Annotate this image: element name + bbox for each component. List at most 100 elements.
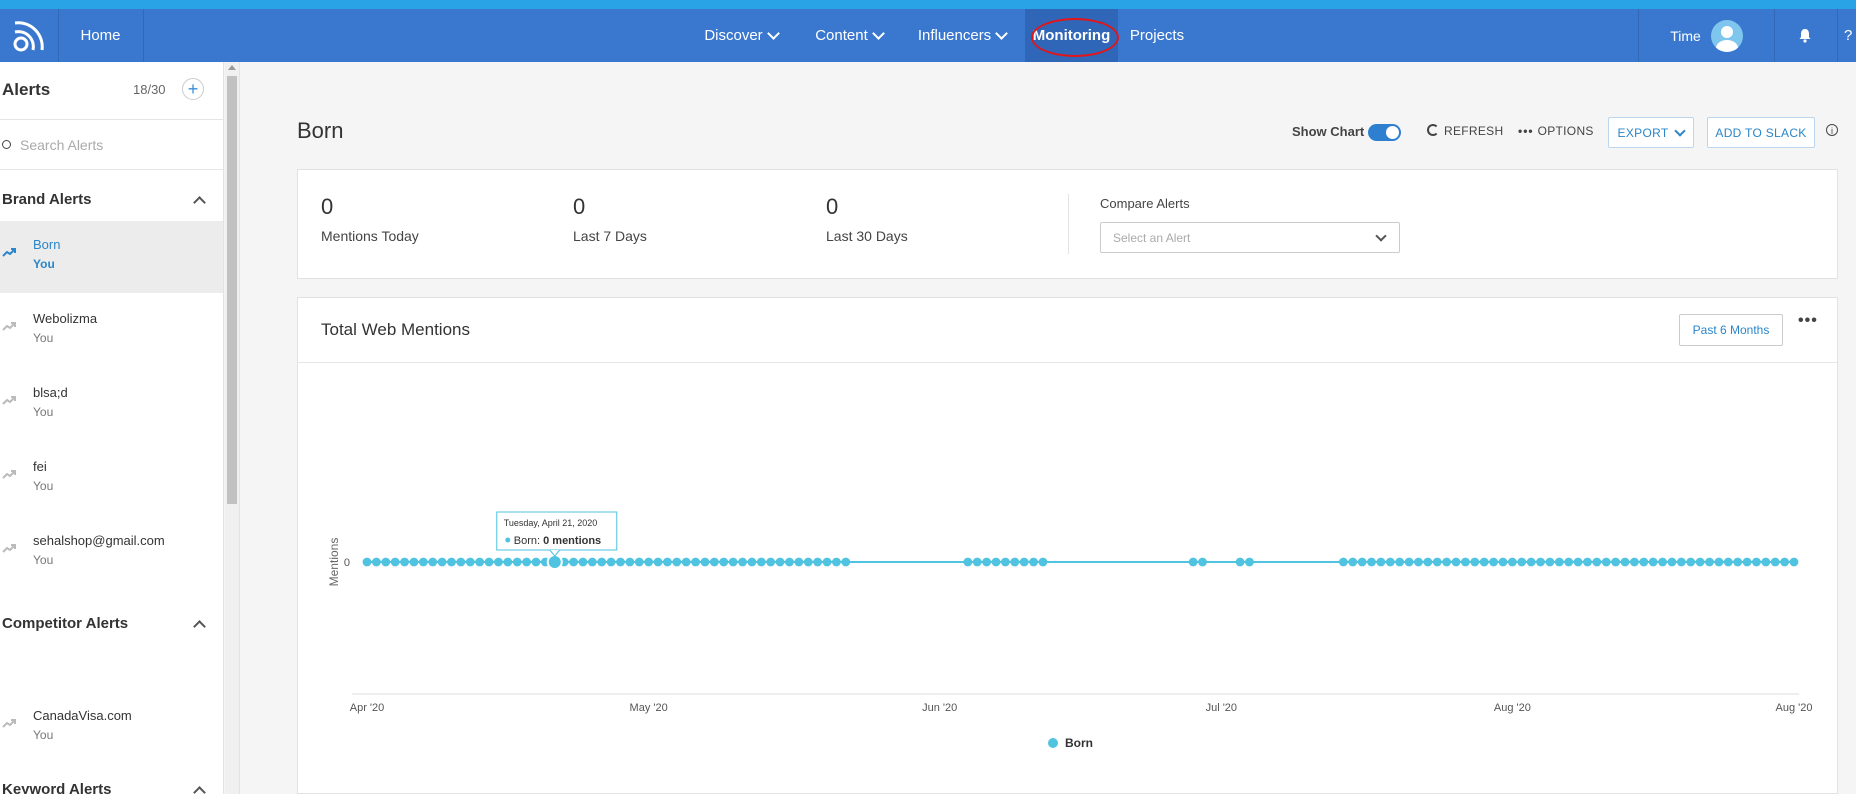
data-point	[1545, 557, 1555, 567]
add-alert-button[interactable]: +	[182, 78, 204, 100]
alert-item-sehalshop[interactable]: sehalshop@gmail.com You	[0, 517, 223, 589]
data-point	[1583, 557, 1592, 567]
data-point	[1686, 557, 1696, 567]
data-point	[1245, 557, 1254, 567]
show-chart-toggle[interactable]	[1368, 124, 1401, 141]
stats-card: 0 Mentions Today 0 Last 7 Days 0 Last 30…	[297, 169, 1838, 279]
scroll-up-arrow-icon[interactable]	[228, 65, 236, 70]
nav-content[interactable]: Content	[799, 9, 899, 62]
data-point	[597, 557, 607, 567]
data-point	[1526, 557, 1536, 567]
data-point	[1658, 557, 1667, 567]
nav-influencers[interactable]: Influencers	[899, 9, 1025, 62]
section-title: Competitor Alerts	[2, 615, 129, 632]
data-point	[390, 557, 400, 567]
data-point	[465, 557, 475, 567]
nav-monitoring[interactable]: Monitoring	[1025, 9, 1119, 62]
data-point	[803, 557, 813, 567]
nav-projects[interactable]: Projects	[1118, 9, 1196, 62]
alerts-sidebar: Alerts 18/30 + Brand Alerts Born You Web…	[0, 62, 224, 794]
nav-discover[interactable]: Discover	[683, 9, 799, 62]
options-button[interactable]: ••• OPTIONS	[1518, 124, 1594, 138]
data-point	[822, 557, 832, 567]
hover-point	[546, 554, 563, 570]
stat-value: 0	[321, 194, 334, 219]
nav-home[interactable]: Home	[58, 9, 144, 62]
chart-more-button[interactable]: •••	[1798, 312, 1818, 329]
data-point	[794, 557, 804, 567]
search-alerts-input[interactable]	[18, 132, 217, 158]
more-dots-icon: •••	[1518, 124, 1534, 138]
nav-projects-label: Projects	[1129, 27, 1185, 44]
tooltip-value: Born: 0 mentions	[514, 535, 601, 547]
data-point	[747, 557, 757, 567]
help-button[interactable]: ?	[1844, 27, 1853, 44]
chart-card-header: Total Web Mentions Past 6 Months •••	[298, 298, 1837, 363]
y-tick-label: 0	[344, 557, 350, 569]
scrollbar-thumb[interactable]	[227, 76, 237, 504]
notifications-button[interactable]	[1773, 9, 1838, 62]
compare-alerts-select[interactable]: Select an Alert	[1100, 222, 1400, 253]
alerts-title: Alerts	[2, 80, 51, 99]
options-label: OPTIONS	[1537, 124, 1594, 138]
data-point	[1385, 557, 1395, 567]
data-point	[428, 557, 438, 567]
x-tick-label: Jun '20	[922, 702, 957, 714]
data-point	[1348, 557, 1358, 567]
app-logo[interactable]	[0, 9, 59, 62]
alert-owner: You	[33, 728, 54, 742]
data-point	[1620, 557, 1630, 567]
period-select-button[interactable]: Past 6 Months	[1679, 314, 1783, 346]
alert-item-fei[interactable]: fei You	[0, 443, 223, 515]
trend-icon	[2, 544, 16, 553]
data-point	[1723, 557, 1733, 567]
data-point	[1010, 557, 1020, 567]
data-point	[1705, 557, 1714, 567]
user-menu[interactable]: Time	[1638, 9, 1775, 62]
data-point	[663, 557, 672, 567]
x-tick-label: Jul '20	[1206, 702, 1237, 714]
data-point	[606, 557, 616, 567]
chevron-down-icon	[995, 26, 1009, 40]
export-button[interactable]: EXPORT	[1608, 117, 1694, 148]
refresh-button[interactable]: REFRESH	[1427, 124, 1503, 138]
data-point	[475, 557, 485, 567]
data-point	[1414, 557, 1423, 567]
data-point	[1770, 557, 1780, 567]
data-point	[1376, 557, 1386, 567]
data-point	[1029, 557, 1038, 567]
data-point	[456, 557, 466, 567]
data-point	[1752, 557, 1761, 567]
data-point	[653, 557, 663, 567]
chevron-up-icon	[193, 196, 206, 209]
data-point	[841, 557, 851, 567]
select-placeholder: Select an Alert	[1113, 231, 1191, 245]
data-point	[1780, 557, 1790, 567]
alert-owner: You	[33, 553, 54, 567]
trend-icon	[2, 470, 16, 479]
data-point	[1000, 557, 1010, 567]
section-competitor-alerts[interactable]: Competitor Alerts	[0, 609, 223, 639]
data-point	[1714, 557, 1724, 567]
sidebar-scrollbar[interactable]	[225, 62, 240, 794]
data-point	[371, 557, 381, 567]
data-point	[1573, 557, 1583, 567]
alert-item-blsad[interactable]: blsa;d You	[0, 369, 223, 441]
x-tick-label: Aug '20	[1776, 702, 1813, 714]
section-brand-alerts[interactable]: Brand Alerts	[0, 185, 223, 215]
data-point	[1601, 557, 1611, 567]
tooltip-series-dot	[505, 537, 511, 543]
search-icon	[2, 140, 11, 149]
alert-item-webolizma[interactable]: Webolizma You	[0, 295, 223, 367]
data-point	[409, 557, 419, 567]
data-point	[1461, 557, 1470, 567]
section-keyword-alerts[interactable]: Keyword Alerts	[0, 775, 223, 794]
data-point	[1507, 557, 1517, 567]
alert-item-canadavisa[interactable]: CanadaVisa.com You	[0, 692, 223, 764]
info-icon[interactable]: i	[1826, 124, 1838, 136]
export-label: EXPORT	[1617, 125, 1669, 140]
add-to-slack-button[interactable]: ADD TO SLACK	[1707, 117, 1815, 148]
section-title: Keyword Alerts	[2, 781, 112, 794]
y-axis-label: Mentions	[327, 538, 341, 587]
alert-item-born[interactable]: Born You	[0, 221, 223, 293]
